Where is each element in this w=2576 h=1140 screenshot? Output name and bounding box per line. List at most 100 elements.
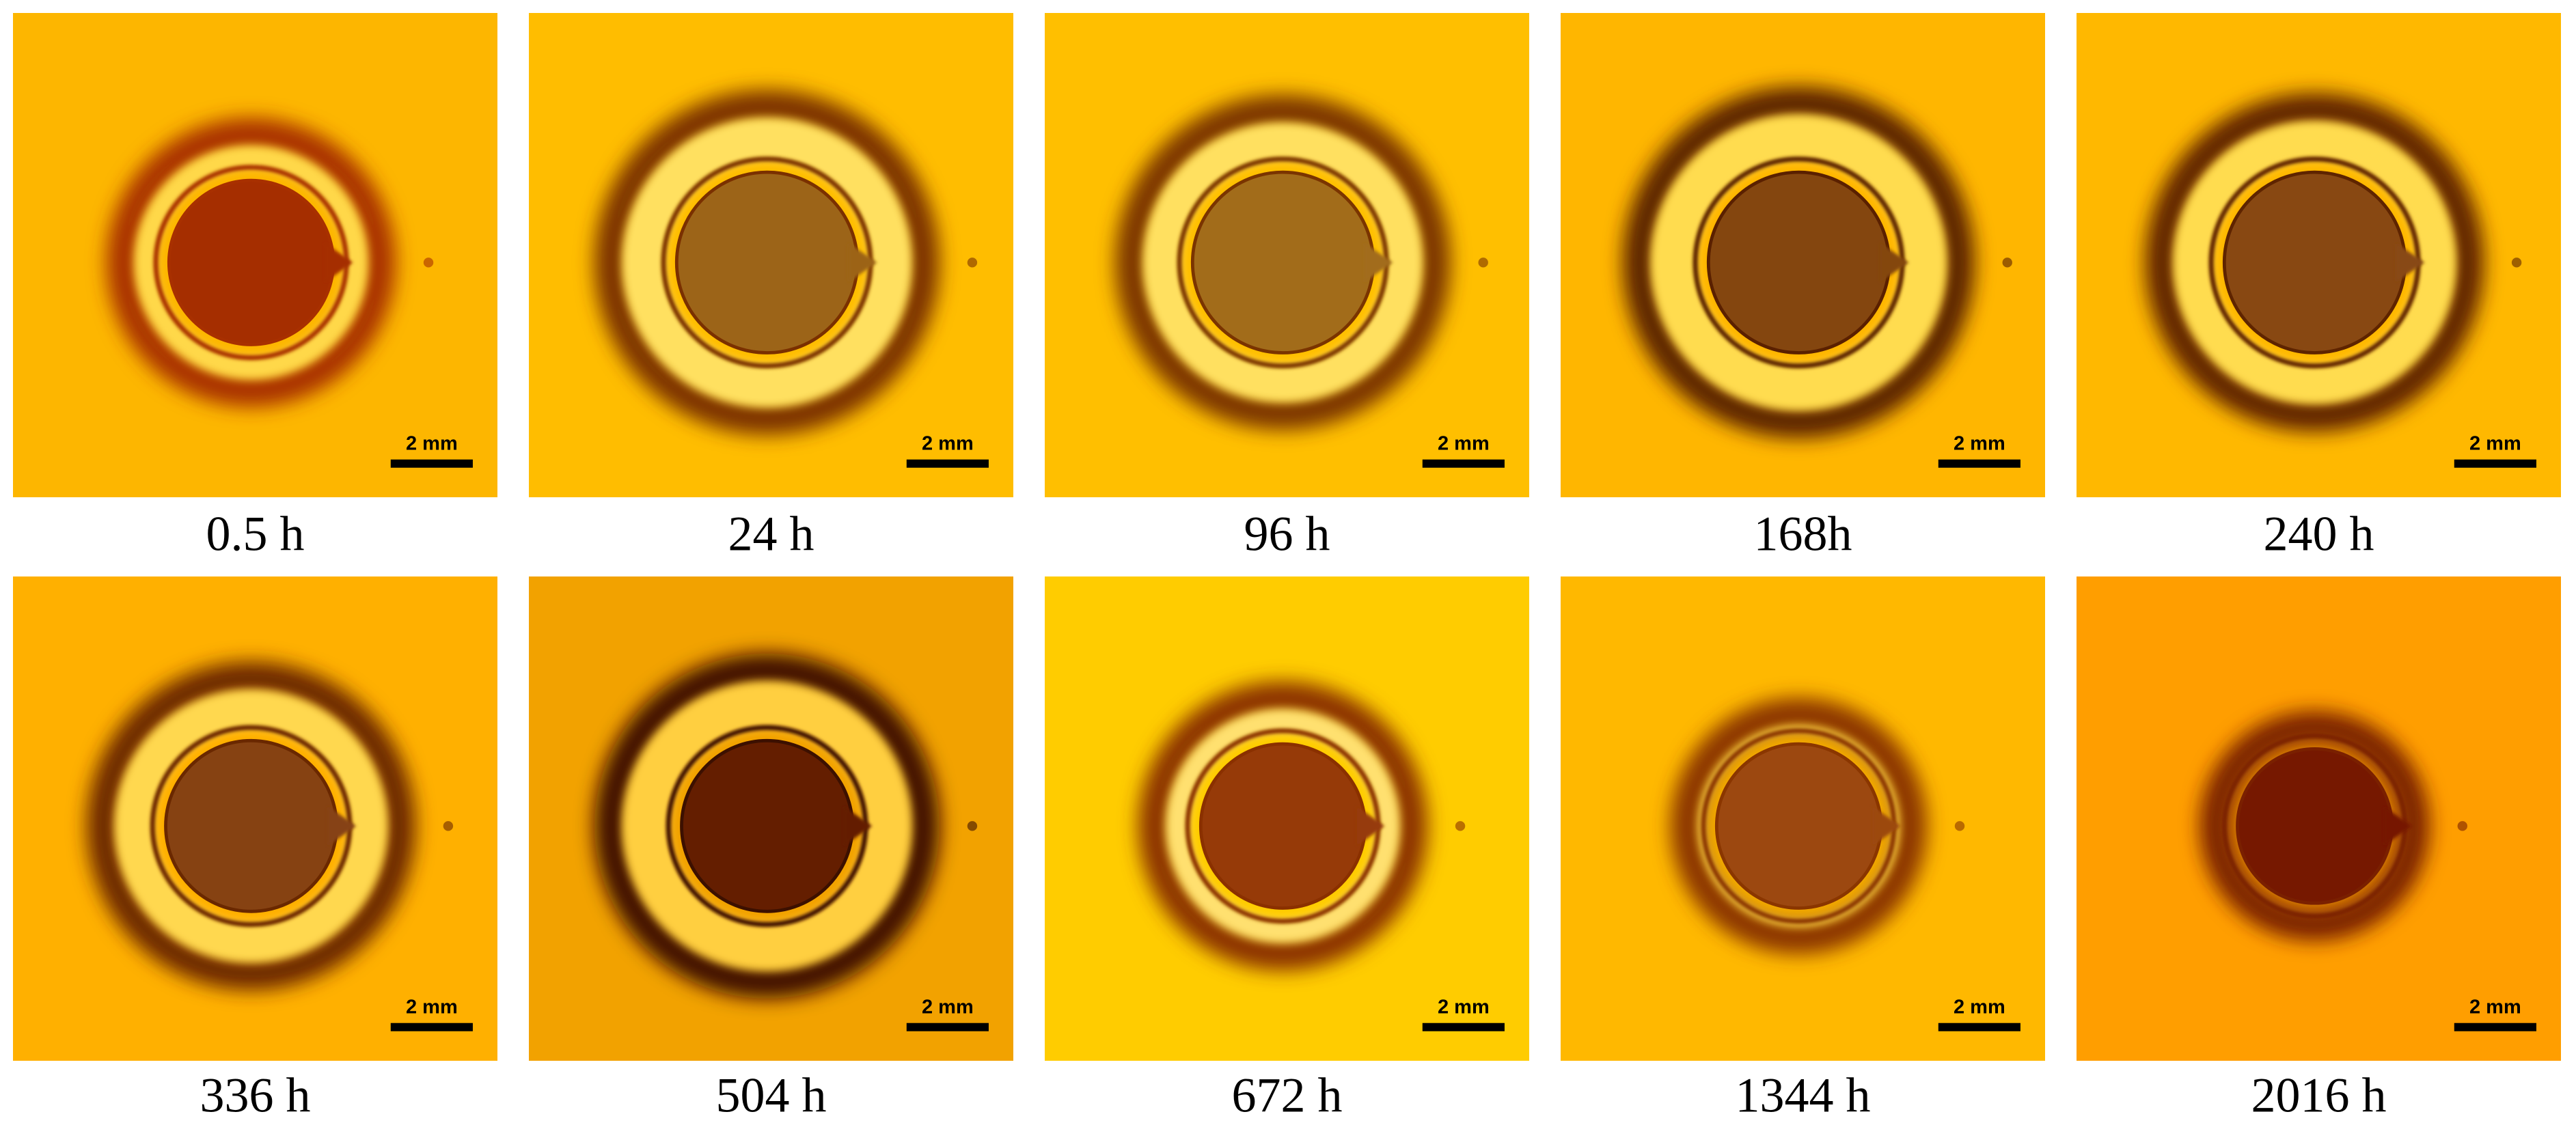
disk-tip (1364, 242, 1393, 283)
scale-bar (1422, 1023, 1505, 1031)
outer-dark-ring (1138, 681, 1427, 971)
bright-ring (115, 689, 387, 962)
scale-bar (906, 459, 989, 468)
scale-bar-label: 2 mm (406, 996, 458, 1018)
micrograph-panel: 2 mm (1561, 576, 2045, 1061)
panel-caption: 168h (1754, 507, 1852, 561)
panel-caption: 24 h (728, 507, 814, 561)
disk-tip (2384, 806, 2412, 846)
scale-bar-label: 2 mm (2469, 996, 2521, 1018)
scale-bar-label: 2 mm (1954, 432, 2005, 454)
micrograph: 2 mm (13, 576, 497, 1061)
scale-bar (1938, 1023, 2020, 1031)
scale-bar-label: 2 mm (406, 432, 458, 454)
bright-ring (622, 681, 912, 971)
outer-dark-ring (2200, 711, 2430, 941)
scale-bar (2454, 459, 2536, 468)
panel-caption: 336 h (200, 1068, 311, 1123)
outer-dark-ring (1623, 87, 1975, 439)
micrograph-panel: 2 mm (2077, 13, 2561, 497)
speck (1455, 821, 1466, 831)
outer-dark-ring (1671, 697, 1927, 954)
micrograph: 2 mm (529, 576, 1013, 1061)
micrograph: 2 mm (13, 13, 497, 497)
scale-bar-label: 2 mm (922, 996, 974, 1018)
disk (164, 738, 338, 913)
disk-tip (1880, 242, 1909, 283)
panel-caption: 1344 h (1736, 1068, 1871, 1123)
bright-ring (1651, 115, 1947, 411)
scale-bar (2454, 1023, 2536, 1031)
scale-bar-label: 2 mm (1438, 996, 1490, 1018)
speck (1954, 821, 1965, 831)
speck (2511, 258, 2522, 268)
disk (167, 178, 335, 346)
disk-tip (325, 242, 353, 283)
disk (1198, 742, 1367, 910)
disk-tip (327, 806, 357, 846)
disk-tip (1872, 806, 1901, 846)
bright-ring (134, 145, 368, 379)
disk (2236, 747, 2394, 905)
micrograph: 2 mm (529, 13, 1013, 497)
disk-tip (843, 806, 873, 846)
disk-tip (2396, 242, 2425, 283)
disk (680, 738, 854, 913)
outer-dark-ring (594, 653, 940, 999)
micrograph-panel: 2 mm (13, 576, 497, 1061)
speck (2002, 258, 2012, 268)
scale-bar-label: 2 mm (922, 432, 974, 454)
disk-tip (848, 242, 877, 283)
panel-caption: 0.5 h (206, 507, 305, 561)
micrograph-panel: 2 mm (529, 13, 1013, 497)
micrograph: 2 mm (1045, 13, 1529, 497)
scale-bar-label: 2 mm (1954, 996, 2005, 1018)
outer-dark-ring (87, 661, 415, 990)
bright-ring (2173, 121, 2456, 404)
micrograph-panel: 2 mm (1045, 576, 1529, 1061)
scale-bar (1422, 459, 1505, 468)
bright-ring (1166, 709, 1400, 943)
speck (423, 258, 434, 268)
scale-bar (390, 1023, 473, 1031)
micrograph-panel: 2 mm (1045, 13, 1529, 497)
outer-dark-ring (106, 117, 396, 407)
micrograph-panel: 2 mm (1561, 13, 2045, 497)
outer-dark-ring (1115, 95, 1451, 430)
scale-bar (1938, 459, 2020, 468)
scale-bar (390, 459, 473, 468)
micrograph-panel: 2 mm (13, 13, 497, 497)
micrograph: 2 mm (1045, 576, 1529, 1061)
bright-ring (1143, 123, 1423, 402)
disk-tip (1356, 806, 1385, 846)
panel-caption: 672 h (1232, 1068, 1343, 1123)
outer-dark-ring (2145, 93, 2484, 432)
speck (2457, 821, 2468, 831)
disk (2222, 170, 2407, 354)
micrograph: 2 mm (2077, 576, 2561, 1061)
micrograph-panel: 2 mm (2077, 576, 2561, 1061)
micrograph: 2 mm (2077, 13, 2561, 497)
disk (1190, 170, 1375, 354)
micrograph-panel: 2 mm (529, 576, 1013, 1061)
scale-bar-label: 2 mm (1438, 432, 1490, 454)
speck (967, 821, 978, 831)
disk (1714, 742, 1883, 910)
outer-dark-ring (594, 89, 940, 435)
scale-bar-label: 2 mm (2469, 432, 2521, 454)
disk (674, 170, 860, 354)
micrograph: 2 mm (1561, 576, 2045, 1061)
speck (967, 258, 978, 268)
panel-caption: 96 h (1244, 507, 1330, 561)
speck (1478, 258, 1488, 268)
bright-ring (622, 117, 912, 407)
disk (1706, 170, 1891, 354)
panel-caption: 240 h (2264, 507, 2374, 561)
panel-caption: 2016 h (2251, 1068, 2387, 1123)
panel-caption: 504 h (716, 1068, 827, 1123)
scale-bar (906, 1023, 989, 1031)
micrograph: 2 mm (1561, 13, 2045, 497)
speck (443, 821, 454, 831)
